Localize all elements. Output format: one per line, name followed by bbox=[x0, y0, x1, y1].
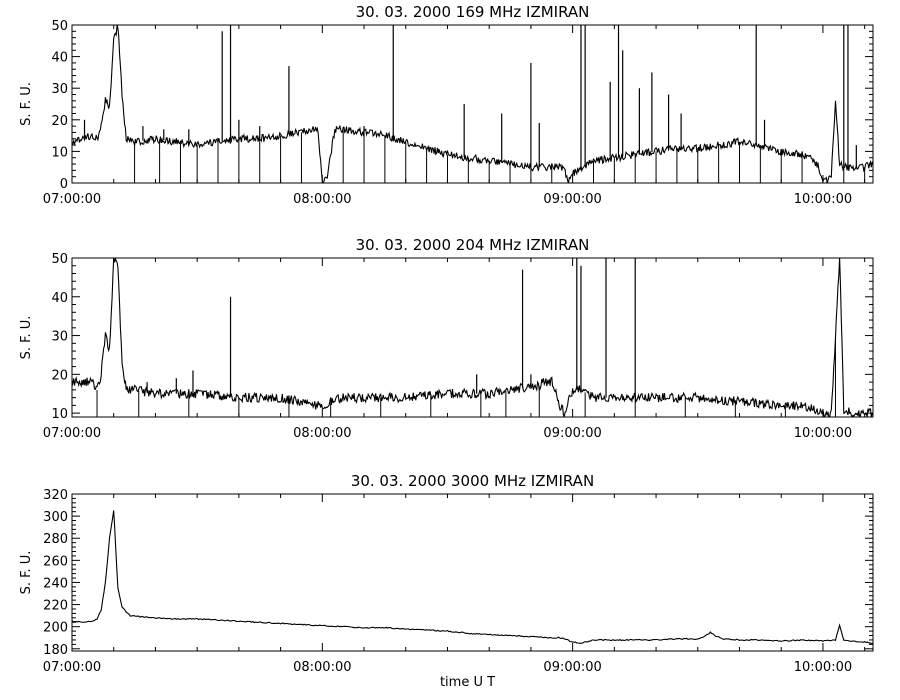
plot-area bbox=[72, 258, 873, 417]
y-tick-label: 200 bbox=[43, 621, 68, 636]
x-tick-label: 09:00:00 bbox=[543, 192, 601, 207]
y-tick-label: 220 bbox=[43, 599, 68, 614]
y-tick-label: 10 bbox=[51, 145, 68, 160]
y-tick-label: 0 bbox=[60, 177, 68, 192]
y-tick-label: 20 bbox=[51, 114, 68, 129]
chart-panel-3: 30. 03. 2000 3000 MHz IZMIRAN S. F. U. 180… bbox=[19, 472, 874, 690]
y-tick-label: 20 bbox=[51, 368, 68, 383]
x-tick-label: 07:00:00 bbox=[43, 660, 101, 675]
y-tick-label: 40 bbox=[51, 51, 68, 66]
y-tick-label: 30 bbox=[51, 82, 68, 97]
y-tick-label: 260 bbox=[43, 554, 68, 569]
y-tick-label: 50 bbox=[51, 252, 68, 267]
x-tick-label: 07:00:00 bbox=[43, 426, 101, 441]
plot-area bbox=[72, 510, 873, 644]
x-tick-label: 08:00:00 bbox=[293, 660, 351, 675]
chart-panel-1: 30. 03. 2000 169 MHz IZMIRAN S. F. U. 0 10 2… bbox=[19, 3, 874, 207]
x-tick-label: 10:00:00 bbox=[794, 660, 852, 675]
series-line bbox=[72, 258, 873, 417]
x-axis-label: time U T bbox=[440, 675, 495, 690]
plot-frame bbox=[71, 493, 874, 652]
y-tick-label: 30 bbox=[51, 330, 68, 345]
y-tick-label: 40 bbox=[51, 291, 68, 306]
chart-title: 30. 03. 2000 169 MHz IZMIRAN bbox=[356, 3, 590, 21]
y-axis-label: S. F. U. bbox=[19, 316, 34, 360]
y-tick-label: 300 bbox=[43, 510, 68, 525]
chart-title: 30. 03. 2000 204 MHz IZMIRAN bbox=[356, 236, 590, 254]
x-tick-label: 07:00:00 bbox=[43, 192, 101, 207]
x-tick-label: 10:00:00 bbox=[794, 426, 852, 441]
series-line bbox=[72, 510, 873, 644]
plot-frame bbox=[71, 24, 874, 184]
y-tick-label: 280 bbox=[43, 532, 68, 547]
y-tick-label: 50 bbox=[51, 19, 68, 34]
x-tick-label: 09:00:00 bbox=[543, 426, 601, 441]
y-tick-label: 10 bbox=[51, 407, 68, 422]
x-tick-label: 08:00:00 bbox=[293, 192, 351, 207]
x-tick-label: 10:00:00 bbox=[794, 192, 852, 207]
y-tick-label: 180 bbox=[43, 643, 68, 658]
chart-panel-2: 30. 03. 2000 204 MHz IZMIRAN S. F. U. 10 20… bbox=[19, 236, 874, 441]
y-tick-label: 320 bbox=[43, 488, 68, 503]
plot-area bbox=[72, 25, 873, 183]
y-axis-label: S. F. U. bbox=[19, 551, 34, 595]
x-tick-label: 08:00:00 bbox=[293, 426, 351, 441]
y-tick-label: 240 bbox=[43, 576, 68, 591]
plot-frame bbox=[71, 257, 874, 418]
series-line bbox=[72, 25, 873, 183]
chart-title: 30. 03. 2000 3000 MHz IZMIRAN bbox=[351, 472, 594, 490]
y-axis-label: S. F. U. bbox=[19, 82, 34, 126]
x-tick-label: 09:00:00 bbox=[543, 660, 601, 675]
